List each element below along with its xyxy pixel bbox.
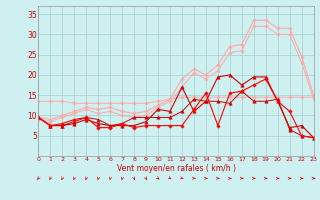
X-axis label: Vent moyen/en rafales ( km/h ): Vent moyen/en rafales ( km/h )	[116, 164, 236, 173]
